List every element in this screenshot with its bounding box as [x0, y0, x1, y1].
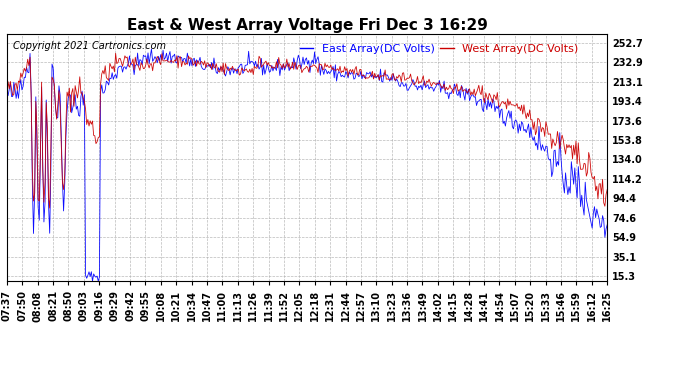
Legend: East Array(DC Volts), West Array(DC Volts): East Array(DC Volts), West Array(DC Volt…	[295, 39, 583, 58]
Title: East & West Array Voltage Fri Dec 3 16:29: East & West Array Voltage Fri Dec 3 16:2…	[126, 18, 488, 33]
Text: Copyright 2021 Cartronics.com: Copyright 2021 Cartronics.com	[13, 41, 166, 51]
